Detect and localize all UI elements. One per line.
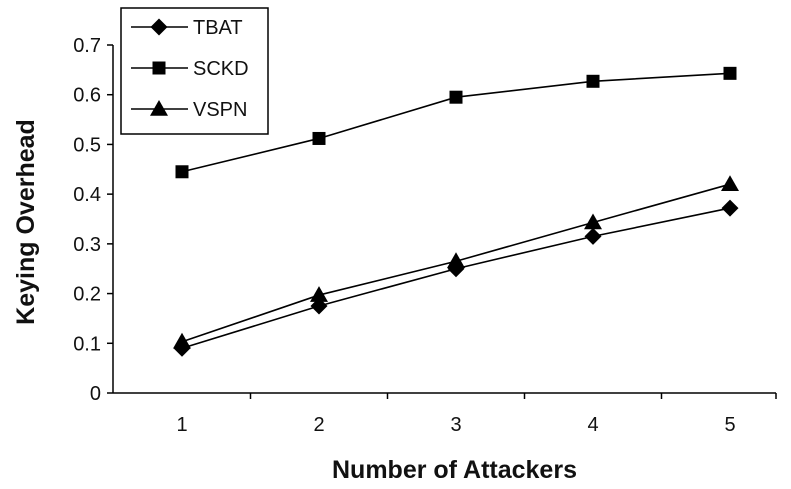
data-point-sckd [312,131,326,145]
legend-marker-tbat [150,18,168,36]
series-line-tbat [181,207,731,350]
legend-item-sckd: SCKD [131,58,249,80]
data-point-vspn [173,332,191,349]
series-sckd [175,66,737,179]
y-tick-label: 0 [90,383,101,405]
legend-marker-sckd [152,61,166,75]
x-tick-label: 3 [450,414,461,436]
y-tick-label: 0.3 [73,234,101,256]
y-tick-label: 0.1 [73,333,101,355]
data-point-vspn [584,213,602,230]
data-point-vspn [310,286,328,302]
legend-item-vspn: VSPN [131,99,247,121]
x-axis-title: Number of Attackers [332,456,577,484]
legend-box [120,7,269,135]
y-tick-label: 0.5 [73,134,101,156]
data-point-vspn [721,175,739,191]
x-tick-label: 2 [313,414,324,436]
x-tick-label: 4 [587,414,598,436]
series-layer [173,66,739,357]
data-point-sckd [723,66,737,80]
legend: TBAT SCKD VSPN [120,7,269,135]
data-point-vspn [447,252,465,269]
data-point-tbat [721,199,739,217]
data-point-sckd [586,74,600,88]
y-axis-title: Keying Overhead [12,119,40,325]
x-axis-ticks: 1 2 3 4 5 [176,393,777,436]
axes [112,45,776,394]
data-point-sckd [175,165,189,179]
y-axis-ticks: 0 0.1 0.2 0.3 0.4 0.5 0.6 0.7 [73,35,113,405]
legend-label-vspn: VSPN [193,99,247,121]
y-tick-label: 0.4 [73,184,101,206]
series-tbat [173,199,739,357]
y-tick-label: 0.2 [73,284,101,306]
legend-label-tbat: TBAT [193,17,243,39]
legend-item-tbat: TBAT [131,17,243,39]
y-tick-label: 0.6 [73,85,101,107]
data-point-sckd [449,90,463,104]
x-tick-label: 1 [176,414,187,436]
y-tick-label: 0.7 [73,35,101,57]
legend-label-sckd: SCKD [193,58,249,80]
series-vspn [173,175,739,349]
legend-marker-vspn [150,100,168,116]
data-point-tbat [584,227,602,245]
x-tick-label: 5 [724,414,735,436]
